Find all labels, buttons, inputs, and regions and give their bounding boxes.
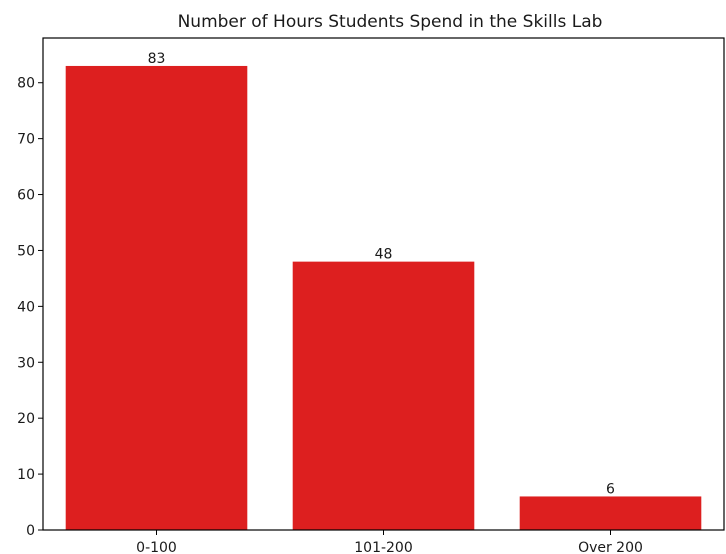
chart-title: Number of Hours Students Spend in the Sk… xyxy=(178,12,603,32)
data-label: 6 xyxy=(606,481,615,497)
bars-group xyxy=(65,65,702,531)
x-axis: 0-100 101-200 Over 200 xyxy=(136,530,643,554)
y-tick-label: 30 xyxy=(17,355,35,371)
data-label: 83 xyxy=(148,51,166,67)
x-tick-label: Over 200 xyxy=(578,540,643,554)
bar-101-200 xyxy=(292,261,475,530)
x-tick-label: 101-200 xyxy=(354,540,413,554)
plot-frame xyxy=(42,37,725,531)
y-tick-label: 0 xyxy=(26,523,35,539)
y-tick-label: 20 xyxy=(17,411,35,427)
data-labels-group: 83 48 6 xyxy=(148,51,615,498)
bar-0-100 xyxy=(65,65,248,531)
y-tick-label: 50 xyxy=(17,243,35,259)
bar-Over 200 xyxy=(519,496,702,530)
x-tick-label: 0-100 xyxy=(136,540,177,554)
y-tick-label: 60 xyxy=(17,188,35,204)
data-label: 48 xyxy=(375,247,393,263)
y-axis: 0 10 20 30 40 50 60 70 80 xyxy=(17,76,43,539)
y-tick-label: 40 xyxy=(17,299,35,315)
y-tick-label: 10 xyxy=(17,467,35,483)
y-tick-label: 70 xyxy=(17,132,35,148)
y-tick-label: 80 xyxy=(17,76,35,92)
